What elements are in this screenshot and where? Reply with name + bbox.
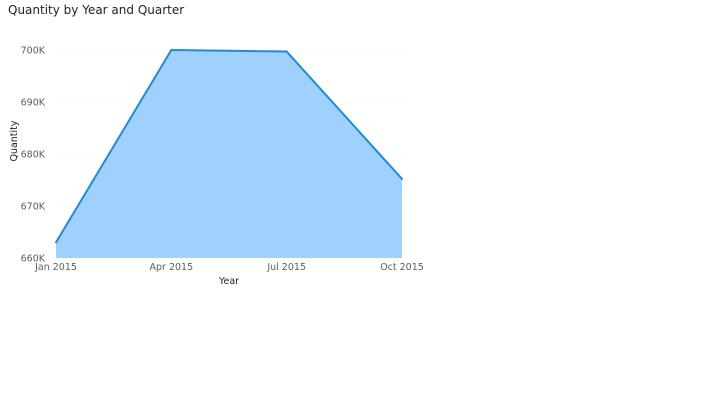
y-tick-label: 680K bbox=[21, 150, 46, 161]
y-tick-label: 660K bbox=[21, 254, 46, 265]
x-tick-label: Jan 2015 bbox=[34, 262, 77, 273]
area-fill bbox=[56, 50, 402, 258]
data-point[interactable] bbox=[285, 50, 288, 53]
series-line bbox=[55, 49, 403, 243]
y-tick-label: 690K bbox=[21, 98, 46, 109]
data-point[interactable] bbox=[401, 177, 403, 180]
area-series bbox=[55, 49, 403, 258]
x-tick-label: Oct 2015 bbox=[380, 262, 424, 273]
y-tick-label: 670K bbox=[21, 202, 46, 213]
x-tick-label: Apr 2015 bbox=[150, 262, 194, 273]
data-point[interactable] bbox=[55, 241, 57, 244]
data-point[interactable] bbox=[170, 49, 173, 51]
y-axis: 660K 670K 680K 690K 700K bbox=[21, 46, 46, 265]
x-axis-title: Year bbox=[218, 276, 239, 287]
x-axis: Jan 2015 Apr 2015 Jul 2015 Oct 2015 bbox=[34, 262, 424, 273]
x-tick-label: Jul 2015 bbox=[266, 262, 306, 273]
y-axis-title: Quantity bbox=[9, 120, 20, 161]
y-tick-label: 700K bbox=[21, 46, 46, 57]
chart-title: Quantity by Year and Quarter bbox=[8, 3, 185, 17]
